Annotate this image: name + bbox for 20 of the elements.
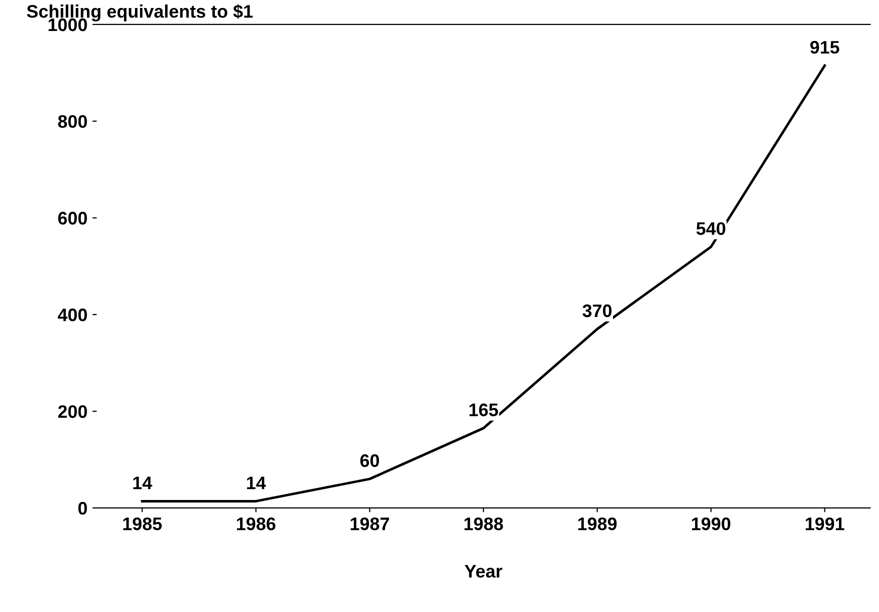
y-tick-label: 600: [58, 212, 87, 225]
data-label: 60: [360, 454, 379, 468]
data-label: 370: [582, 304, 612, 318]
y-tick-label: 0: [78, 502, 87, 515]
x-tick-label: 1986: [237, 517, 276, 530]
y-tick-label: 400: [58, 308, 87, 322]
data-label: 540: [696, 222, 726, 235]
x-tick-label: 1989: [578, 517, 617, 530]
y-tick-label: 800: [58, 115, 87, 128]
y-tick-label: 200: [58, 405, 87, 418]
data-label: 165: [470, 404, 498, 416]
data-label: 915: [810, 40, 840, 54]
x-tick-label: 1991: [806, 517, 844, 530]
x-axis-title: Year: [464, 565, 502, 578]
x-tick-label: 1990: [692, 517, 730, 530]
x-tick-label: 1985: [123, 517, 162, 530]
x-tick-label: 1988: [464, 517, 503, 530]
data-label: 14: [133, 476, 152, 490]
data-label: 14: [247, 476, 266, 490]
x-tick-label: 1987: [350, 517, 389, 530]
